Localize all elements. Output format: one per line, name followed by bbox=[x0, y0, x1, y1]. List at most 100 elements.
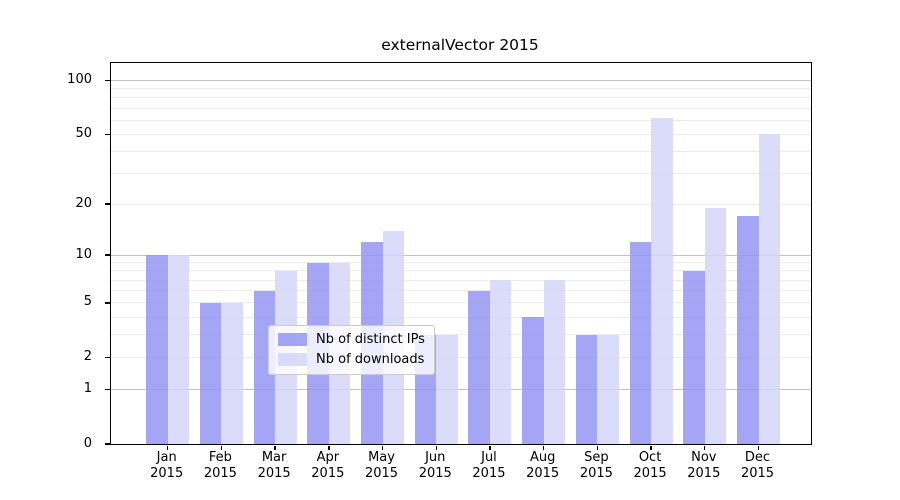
x-label-year: 2015 bbox=[472, 466, 506, 481]
x-label-month: Feb bbox=[208, 450, 232, 465]
x-tick-oct bbox=[650, 446, 652, 450]
gridline-minor bbox=[111, 88, 811, 90]
x-label-month: Aug bbox=[529, 450, 556, 465]
y-tick-label-1: 1 bbox=[83, 380, 92, 396]
legend-label-distinct-ips: Nb of distinct IPs bbox=[316, 332, 425, 347]
x-label-year: 2015 bbox=[526, 466, 560, 481]
bar-feb-downloads bbox=[221, 302, 243, 444]
x-label-month: Sep bbox=[584, 450, 609, 465]
x-label-year: 2015 bbox=[579, 466, 613, 481]
x-label-month: Apr bbox=[316, 450, 340, 465]
gridline-minor bbox=[111, 150, 811, 152]
legend: Nb of distinct IPs Nb of downloads bbox=[268, 325, 435, 375]
x-tick-apr bbox=[328, 446, 330, 450]
gridline-minor bbox=[111, 270, 811, 272]
x-label-year: 2015 bbox=[311, 466, 345, 481]
bar-jul-downloads bbox=[489, 280, 512, 444]
x-label-year: 2015 bbox=[203, 466, 237, 481]
x-tick-label-aug: Aug 2015 bbox=[513, 450, 573, 482]
bar-feb-distinct-ips bbox=[199, 302, 222, 444]
chart-title: externalVector 2015 bbox=[381, 36, 539, 54]
y-tick-1 bbox=[105, 388, 110, 391]
bar-sep-downloads bbox=[597, 334, 619, 444]
y-tick-20 bbox=[105, 203, 110, 205]
gridline-minor bbox=[111, 302, 811, 304]
x-tick-label-oct: Oct 2015 bbox=[620, 450, 680, 482]
legend-row-downloads: Nb of downloads bbox=[278, 352, 425, 367]
y-tick-label-2: 2 bbox=[83, 348, 92, 364]
x-tick-mar bbox=[274, 446, 276, 450]
gridline-major bbox=[111, 388, 811, 390]
bar-oct-distinct-ips bbox=[629, 241, 652, 444]
x-label-month: Dec bbox=[744, 450, 771, 465]
x-tick-dec bbox=[757, 446, 760, 450]
x-label-year: 2015 bbox=[150, 466, 184, 481]
plot-area bbox=[105, 62, 812, 450]
x-label-month: Jan bbox=[156, 450, 177, 465]
bar-dec-downloads bbox=[758, 134, 780, 444]
x-tick-label-sep: Sep 2015 bbox=[566, 450, 626, 482]
x-label-year: 2015 bbox=[740, 466, 775, 481]
x-tick-jan bbox=[167, 446, 169, 450]
legend-swatch-downloads-icon bbox=[278, 353, 307, 366]
legend-swatch-distinct-ips-icon bbox=[278, 333, 307, 346]
x-tick-label-nov: Nov 2015 bbox=[674, 450, 734, 482]
y-tick-2 bbox=[105, 356, 110, 359]
x-tick-label-jan: Jan 2015 bbox=[137, 450, 197, 482]
bar-nov-downloads bbox=[704, 208, 727, 444]
x-label-month: Nov bbox=[691, 450, 717, 465]
gridline-minor bbox=[111, 133, 811, 135]
x-tick-jul bbox=[489, 446, 491, 450]
bar-jan-downloads bbox=[167, 255, 190, 444]
x-tick-label-mar: Mar 2015 bbox=[244, 450, 304, 482]
legend-row-distinct-ips: Nb of distinct IPs bbox=[278, 332, 425, 347]
x-label-month: Jul bbox=[481, 450, 497, 465]
y-tick-label-20: 20 bbox=[75, 195, 92, 211]
gridline-minor bbox=[111, 290, 811, 292]
x-tick-label-feb: Feb 2015 bbox=[190, 450, 250, 482]
legend-label-downloads: Nb of downloads bbox=[316, 352, 425, 367]
x-label-year: 2015 bbox=[687, 466, 721, 481]
x-tick-label-jul: Jul 2015 bbox=[459, 450, 519, 482]
bar-oct-downloads bbox=[651, 117, 673, 444]
gridline-minor bbox=[111, 97, 811, 99]
x-tick-nov bbox=[704, 446, 706, 450]
bar-sep-distinct-ips bbox=[575, 334, 598, 444]
bar-jun-downloads bbox=[436, 334, 458, 444]
gridline-minor bbox=[111, 334, 811, 336]
x-label-year: 2015 bbox=[633, 466, 667, 481]
x-tick-label-may: May 2015 bbox=[352, 450, 412, 482]
y-tick-10 bbox=[105, 254, 110, 256]
x-tick-label-dec: Dec 2015 bbox=[728, 450, 788, 482]
y-tick-50 bbox=[105, 133, 110, 135]
x-label-year: 2015 bbox=[364, 466, 399, 481]
y-tick-label-5: 5 bbox=[83, 294, 92, 310]
x-tick-jun bbox=[435, 446, 437, 450]
x-label-month: Oct bbox=[638, 450, 662, 465]
y-tick-100 bbox=[105, 79, 110, 82]
gridline-minor bbox=[111, 279, 811, 281]
bar-jul-distinct-ips bbox=[468, 290, 490, 444]
x-tick-aug bbox=[542, 446, 545, 450]
x-tick-sep bbox=[596, 446, 599, 450]
x-label-month: Jun bbox=[425, 450, 446, 465]
x-tick-may bbox=[381, 446, 384, 450]
y-tick-5 bbox=[105, 302, 110, 304]
y-tick-0 bbox=[105, 443, 110, 445]
bar-aug-distinct-ips bbox=[522, 317, 544, 444]
y-tick-label-0: 0 bbox=[83, 435, 92, 451]
gridline-major bbox=[111, 254, 811, 256]
gridline-minor bbox=[111, 172, 811, 174]
y-tick-label-100: 100 bbox=[67, 71, 92, 87]
gridline-minor bbox=[111, 316, 811, 318]
bar-dec-distinct-ips bbox=[737, 216, 759, 444]
x-label-year: 2015 bbox=[418, 466, 452, 481]
x-label-month: Mar bbox=[261, 450, 287, 465]
bar-nov-distinct-ips bbox=[683, 270, 705, 444]
gridline-minor bbox=[111, 262, 811, 264]
x-tick-label-apr: Apr 2015 bbox=[298, 450, 358, 482]
y-tick-label-50: 50 bbox=[75, 125, 92, 141]
bar-jan-distinct-ips bbox=[146, 255, 168, 444]
x-label-year: 2015 bbox=[257, 466, 291, 481]
